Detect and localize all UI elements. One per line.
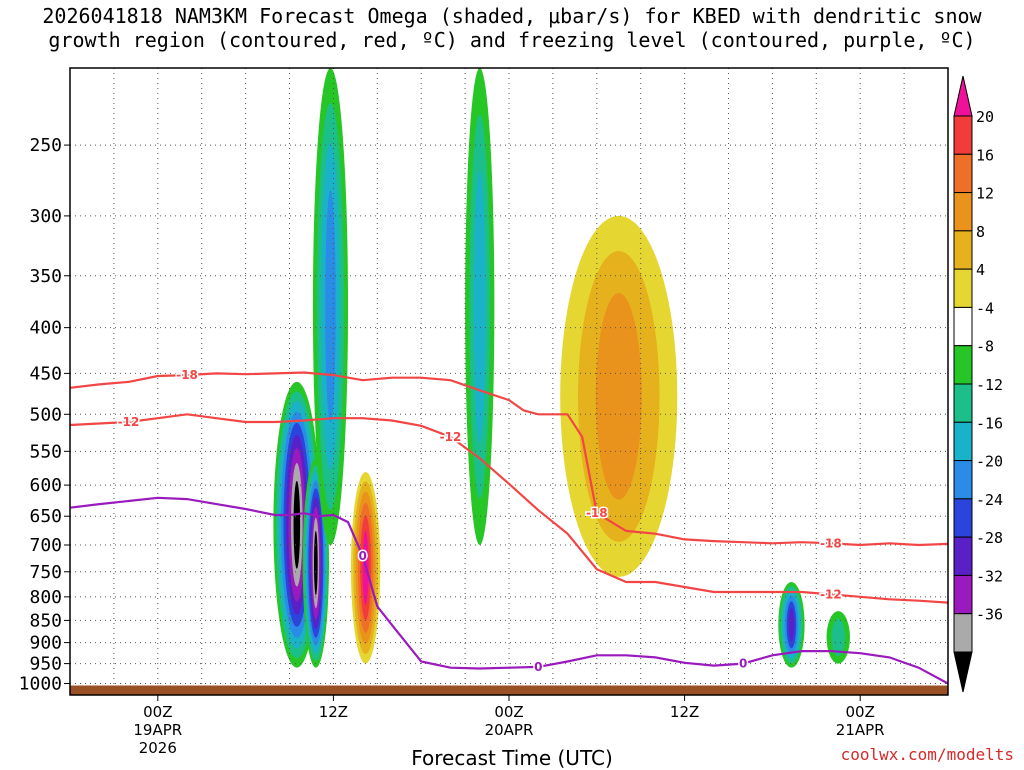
colorbar-label-9: -20 — [976, 453, 1003, 471]
contour-label--12-2: -12 — [820, 587, 842, 601]
colorbar-swatch-4 — [953, 268, 973, 308]
colorbar-label-10: -24 — [976, 491, 1003, 509]
plot-frame — [69, 67, 949, 696]
x-tick-year-6: 2026 — [139, 739, 177, 757]
y-tick-label-250: 250 — [29, 135, 62, 156]
x-tick-date-6: 19APR — [133, 721, 182, 739]
title-line-2: growth region (contoured, red, ºC) and f… — [48, 28, 976, 52]
colorbar-label-2: 12 — [976, 185, 994, 203]
contour-label--12-1: -12 — [440, 430, 462, 444]
contour-label-0-0: 0 — [358, 549, 366, 563]
y-tick-label-600: 600 — [29, 475, 62, 496]
surface-band — [70, 685, 948, 695]
omega-shade-7-1 — [831, 618, 845, 656]
omega-shade-3-3 — [325, 190, 336, 423]
colorbar-label-11: -28 — [976, 529, 1003, 547]
omega-blob-7 — [826, 611, 850, 664]
plot-area: -18 -18 -18 -12 -12 -12 0 0 0 — [70, 68, 948, 695]
y-tick-label-300: 300 — [29, 206, 62, 227]
colorbar: 20 16 12 8 4 -4 -8 -12 -16 -20 -24 -28 -32 -36 — [953, 75, 1003, 693]
colorbar-swatch-7 — [953, 383, 973, 423]
omega-shade-4-2 — [473, 170, 486, 443]
colorbar-swatch-9 — [953, 460, 973, 500]
y-tick-label-850: 850 — [29, 610, 62, 631]
contour--18 — [70, 371, 948, 547]
y-tick-label-550: 550 — [29, 441, 62, 462]
omega-blob-4 — [465, 68, 495, 545]
colorbar-swatch-2 — [953, 192, 973, 232]
contour-label-0-1: 0 — [534, 660, 542, 674]
grid — [70, 68, 948, 695]
y-tick-label-950: 950 — [29, 654, 62, 675]
colorbar-label-12: -32 — [976, 567, 1003, 585]
title-line-1: 2026041818 NAM3KM Forecast Omega (shaded… — [42, 4, 982, 28]
x-axis-title: Forecast Time (UTC) — [411, 746, 613, 770]
colorbar-top-arrow — [953, 75, 973, 117]
y-tick-label-750: 750 — [29, 562, 62, 583]
colorbar-label-1: 16 — [976, 146, 994, 164]
colorbar-swatch-8 — [953, 421, 973, 462]
colorbar-swatch-11 — [953, 536, 973, 576]
y-tick-label-450: 450 — [29, 363, 62, 384]
colorbar-label-6: -8 — [976, 338, 994, 356]
contour-label-0-2: 0 — [739, 657, 747, 671]
y-tick-label-500: 500 — [29, 404, 62, 425]
colorbar-label-0: 20 — [976, 108, 994, 126]
contour-label--12-0: -12 — [118, 415, 140, 429]
contour-label--18-0: -18 — [176, 368, 198, 382]
contour--12 — [70, 413, 948, 604]
colorbar-swatch-5 — [953, 306, 973, 347]
omega-blob-5 — [560, 215, 678, 577]
y-tick-label-1000: 1000 — [19, 674, 62, 695]
y-tick-label-350: 350 — [29, 266, 62, 287]
colorbar-label-4: 4 — [976, 261, 985, 279]
y-tick-label-650: 650 — [29, 506, 62, 527]
colorbar-swatch-13 — [953, 613, 973, 653]
colorbar-swatch-3 — [953, 230, 973, 270]
chart-title: 2026041818 NAM3KM Forecast Omega (shaded… — [0, 4, 1024, 52]
x-tick-label-54: 00Z — [846, 703, 875, 721]
omega-blob-3 — [312, 68, 349, 545]
y-tick-label-700: 700 — [29, 535, 62, 556]
x-tick-label-30: 00Z — [494, 703, 523, 721]
credit-text: coolwx.com/modelts — [840, 745, 1014, 764]
y-tick-label-900: 900 — [29, 633, 62, 654]
colorbar-swatch-0 — [953, 115, 973, 155]
omega-shade-1-8 — [313, 530, 318, 596]
x-tick-label-6: 00Z — [143, 703, 172, 721]
x-tick-label-42: 12Z — [670, 703, 699, 721]
colorbar-swatch-10 — [953, 498, 973, 538]
colorbar-swatch-1 — [953, 153, 973, 194]
colorbar-label-8: -16 — [976, 414, 1003, 432]
colorbar-swatch-6 — [953, 345, 973, 385]
colorbar-swatch-12 — [953, 574, 973, 615]
colorbar-label-5: -4 — [976, 299, 994, 317]
contour-label--18-2: -18 — [820, 536, 842, 550]
omega-shade-5-2 — [595, 293, 642, 500]
colorbar-label-7: -12 — [976, 376, 1003, 394]
x-tick-label-18: 12Z — [319, 703, 348, 721]
contour-label--18-1: -18 — [586, 506, 608, 520]
contour-0 — [70, 496, 948, 685]
omega-shade-6-5 — [788, 608, 795, 642]
omega-shade-0-8 — [293, 480, 301, 569]
colorbar-bottom-arrow — [953, 651, 973, 693]
colorbar-label-3: 8 — [976, 223, 985, 241]
colorbar-label-13: -36 — [976, 606, 1003, 624]
y-tick-label-800: 800 — [29, 587, 62, 608]
omega-blob-6 — [778, 582, 805, 668]
y-tick-label-400: 400 — [29, 318, 62, 339]
x-tick-date-54: 21APR — [836, 721, 885, 739]
x-tick-date-30: 20APR — [485, 721, 534, 739]
